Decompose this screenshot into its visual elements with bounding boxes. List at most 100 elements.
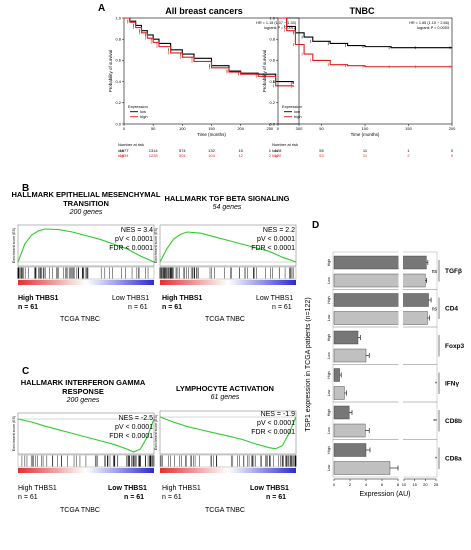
km2-risk-value: 1 <box>407 148 410 153</box>
gsea2-frame <box>159 224 297 267</box>
gsea4-right-n: n = 61 <box>266 494 287 501</box>
km2-ytick-label: 0.0 <box>269 121 275 126</box>
km1-risk-value: 2 <box>269 153 272 158</box>
panel-d-xtick-label: 2 <box>349 482 352 487</box>
km1-ytick-label: 0.2 <box>115 100 121 105</box>
panel-d-bar-label: Low <box>327 277 331 284</box>
gsea4-chart: Enrichment score (ES) <box>154 410 297 473</box>
panel-d-xtick-label: 4 <box>365 482 368 487</box>
gsea2-es-curve <box>159 231 297 263</box>
gsea4-title: LYMPHOCYTE ACTIVATION <box>176 384 274 393</box>
panel-d-group-name: IFNγ <box>445 380 459 387</box>
km2-xtick-label: 50 <box>319 126 324 131</box>
km2-risk-value: 0 <box>451 153 454 158</box>
km2-xtick-label: 0 <box>277 126 280 131</box>
panel-d-xtick-label: 10 <box>402 482 407 487</box>
gsea3-title: HALLMARK INTERFERON GAMMA RESPONSE <box>20 378 146 396</box>
km1-legend-label: high <box>140 114 148 119</box>
km2-risk-value: 11 <box>363 153 368 158</box>
km1-xtick-label: 300 <box>296 126 303 131</box>
gsea3-pv: pV < 0.0001 <box>115 424 153 431</box>
km1-risk-value: 1228 <box>149 153 159 158</box>
gsea1-frame <box>17 224 155 267</box>
km1-risk-value: 1 <box>269 148 272 153</box>
km1-xlabel: Time (months) <box>197 132 226 137</box>
gsea2-footer: TCGA TNBC <box>205 316 245 323</box>
gsea1-chart: Enrichment score (ES) <box>12 224 155 285</box>
km1-ylabel: Probability of survival <box>108 50 113 93</box>
gsea2-right-n: n = 61 <box>272 304 292 311</box>
gsea2-left-n: n = 61 <box>162 304 183 311</box>
bar-TGFβ-low <box>333 273 426 288</box>
km1-stat: HR = 1.15 (1.07 − 1.33) <box>256 21 297 25</box>
km2-risk-label: high <box>272 153 280 158</box>
panel-d-bar-label: Low <box>327 389 331 396</box>
panel-d-bar-label: Low <box>327 464 331 471</box>
km2-curve-low <box>278 17 452 49</box>
panel-d-xtick-label: 15 <box>412 482 417 487</box>
panel-d-group-frame <box>332 364 438 403</box>
bar-CD4-low <box>333 311 428 325</box>
panel-d-significance: * <box>435 381 437 387</box>
km2-legend-label: low <box>294 109 300 114</box>
km2-risk-value: 127 <box>275 153 282 158</box>
km1-xtick-label: 200 <box>237 126 244 131</box>
bar-IFNγ-high <box>333 368 340 382</box>
gsea4-footer: TCGA TNBC <box>205 507 245 514</box>
panel-d-significance: ns <box>432 306 438 312</box>
panel-c-letter: C <box>22 366 30 377</box>
panel-d-group-name: TGFβ <box>445 268 462 275</box>
km1-ytick-label: 0.8 <box>115 37 121 42</box>
km1-curve-low <box>124 17 294 84</box>
gsea1-title: HALLMARK EPITHELIAL MESENCHYMAL TRANSITI… <box>11 190 161 208</box>
gsea2-ylabel: Enrichment score (ES) <box>154 228 158 263</box>
km1-xtick-label: 100 <box>179 126 186 131</box>
gsea4-right-group: Low THBS1 <box>250 485 289 492</box>
gsea4-left-group: High THBS1 <box>162 485 201 492</box>
km2-risk-value: 53 <box>319 153 324 158</box>
km1-ytick-label: 0.6 <box>115 58 121 63</box>
panel-a-letter: A <box>98 3 106 14</box>
km1-risk-value: 104 <box>208 153 215 158</box>
gsea2-nes: NES = 2.2 <box>262 227 295 234</box>
km1-risk-value: 1314 <box>149 148 159 153</box>
panel-d-bar-label: High <box>327 296 331 303</box>
panel-d-xtick-label: 6 <box>381 482 384 487</box>
panel-d-group-name: Foxp3 <box>445 343 465 350</box>
panel-d-significance: * <box>435 456 437 462</box>
panel-d-group-name: CD8b <box>445 418 462 425</box>
bar-CD8a-low <box>333 461 391 475</box>
km2-curve-high <box>278 17 452 68</box>
km2-risk-value: 0 <box>451 148 454 153</box>
gsea2-title: HALLMARK TGF BETA SIGNALING <box>164 194 290 203</box>
km1-risk-label: high <box>118 153 126 158</box>
gsea4-subtitle: 61 genes <box>210 394 240 401</box>
km1-stat: logrank P = 0.0012 <box>264 26 296 30</box>
km2-risk-value: 11 <box>363 148 368 153</box>
km1-ytick-label: 0.4 <box>115 79 121 84</box>
gsea4-frame <box>159 410 297 455</box>
km1-risk-value: 574 <box>179 148 186 153</box>
gsea2-subtitle: 54 genes <box>212 204 242 211</box>
panel-d-bar-label: Low <box>327 314 331 321</box>
gsea3-subtitle: 200 genes <box>66 397 100 404</box>
bar-Foxp3-high <box>333 330 359 345</box>
panel-d-significance: ** <box>433 419 437 425</box>
gsea2-chart: Enrichment score (ES) <box>154 224 297 285</box>
gsea3-chart: Enrichment score (ES) <box>12 412 155 473</box>
panel-d-bar-label: High <box>327 446 331 453</box>
km1-risk-value: 12 <box>238 153 243 158</box>
panel-d-xlabel: Expression (AU) <box>360 491 411 498</box>
bar-Foxp3-low <box>333 348 367 363</box>
km1-risk-value: 1977 <box>120 148 130 153</box>
gsea3-es-curve <box>17 418 155 453</box>
bar-CD8b-high <box>333 405 350 420</box>
km2-ytick-label: 0.6 <box>269 58 275 63</box>
gsea2-right-group: Low THBS1 <box>256 295 294 302</box>
gsea4-nes: NES = -1.9 <box>260 411 295 418</box>
gsea3-rank-bar <box>18 468 154 473</box>
bar-CD8b-low <box>333 423 366 438</box>
km2-title: TNBC <box>349 6 375 16</box>
gsea2-hits-frame <box>159 266 297 280</box>
